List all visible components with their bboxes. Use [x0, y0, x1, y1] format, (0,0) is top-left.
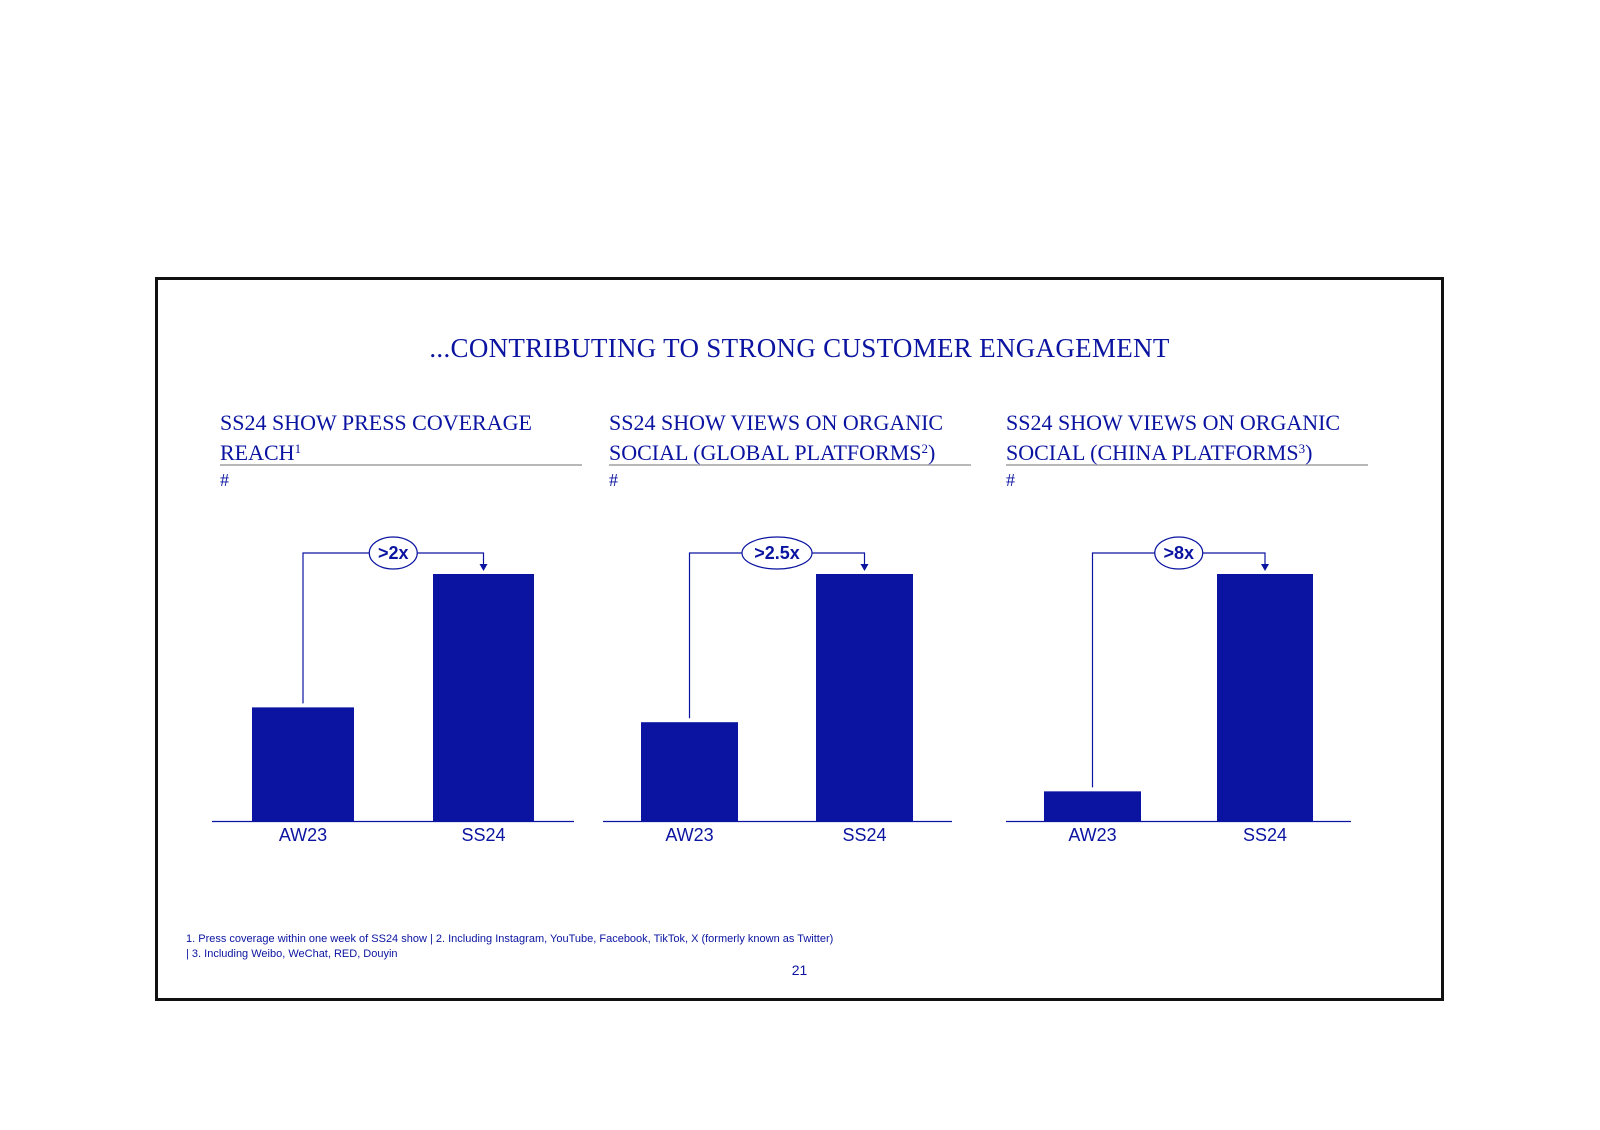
panel-title-suffix: ) — [928, 440, 936, 465]
x-tick-label: AW23 — [1068, 825, 1116, 845]
footnote-line: 1. Press coverage within one week of SS2… — [186, 933, 834, 945]
growth-annotation: >8x — [1163, 543, 1194, 563]
page-number: 21 — [791, 962, 808, 978]
unit-label: # — [609, 470, 618, 490]
panel-title: SS24 SHOW VIEWS ON ORGANIC SOCIAL (GLOBA… — [609, 410, 971, 466]
growth-arrowhead — [479, 564, 488, 571]
x-tick-label: AW23 — [279, 825, 327, 845]
panel-title-line1: SS24 SHOW VIEWS ON ORGANIC — [1006, 410, 1341, 435]
bar-chart-global-social: AW23 SS24 >2.5x — [603, 536, 952, 845]
growth-arrowhead — [1261, 564, 1269, 571]
bar-chart-china-social: AW23 SS24 >8x — [1006, 536, 1351, 845]
panel-title-line1: SS24 SHOW VIEWS ON ORGANIC — [609, 410, 944, 435]
panel-title-line2: REACH — [220, 440, 295, 465]
growth-arrowhead — [860, 564, 869, 571]
footnote-line: | 3. Including Weibo, WeChat, RED, Douyi… — [186, 948, 398, 960]
slide: ...CONTRIBUTING TO STRONG CUSTOMER ENGAG… — [155, 277, 1444, 1001]
bar-ss24 — [433, 574, 534, 821]
panel-title: SS24 SHOW VIEWS ON ORGANIC SOCIAL (CHINA… — [1006, 410, 1368, 466]
panel-title-suffix: ) — [1305, 440, 1313, 465]
panel-title-line1: SS24 SHOW PRESS COVERAGE — [220, 410, 532, 435]
growth-badge — [1154, 536, 1204, 570]
bar-chart-press-coverage: AW23 SS24 >2x — [212, 536, 574, 845]
panel-title-line2: SOCIAL (CHINA PLATFORMS — [1006, 440, 1299, 465]
panel-global-social: SS24 SHOW VIEWS ON ORGANIC SOCIAL (GLOBA… — [603, 410, 971, 860]
panel-title-line2: SOCIAL (GLOBAL PLATFORMS — [609, 440, 922, 465]
x-tick-label: SS24 — [461, 825, 505, 845]
panel-title: SS24 SHOW PRESS COVERAGE REACH1 — [220, 410, 582, 466]
bar-ss24 — [816, 574, 913, 821]
bar-aw23 — [1044, 791, 1141, 821]
panel-title-footnote-ref: 2 — [921, 441, 929, 456]
growth-annotation: >2x — [378, 543, 409, 563]
panel-title-footnote-ref: 1 — [294, 441, 302, 456]
x-tick-label: SS24 — [1243, 825, 1287, 845]
unit-label: # — [1006, 470, 1015, 490]
bar-ss24 — [1217, 574, 1313, 821]
unit-label: # — [220, 470, 229, 490]
x-tick-label: SS24 — [842, 825, 886, 845]
slide-title: ...CONTRIBUTING TO STRONG CUSTOMER ENGAG… — [429, 333, 1170, 363]
panel-china-social: SS24 SHOW VIEWS ON ORGANIC SOCIAL (CHINA… — [1006, 410, 1368, 860]
growth-badge — [741, 536, 813, 570]
growth-annotation: >2.5x — [754, 543, 800, 563]
x-tick-label: AW23 — [665, 825, 713, 845]
growth-badge — [368, 536, 418, 570]
panel-press-coverage: SS24 SHOW PRESS COVERAGE REACH1 # AW23 SS… — [212, 410, 582, 860]
bar-aw23 — [641, 722, 738, 821]
panel-title-footnote-ref: 3 — [1298, 441, 1306, 456]
bar-aw23 — [252, 707, 354, 821]
footnotes: 1. Press coverage within one week of SS2… — [186, 932, 926, 962]
